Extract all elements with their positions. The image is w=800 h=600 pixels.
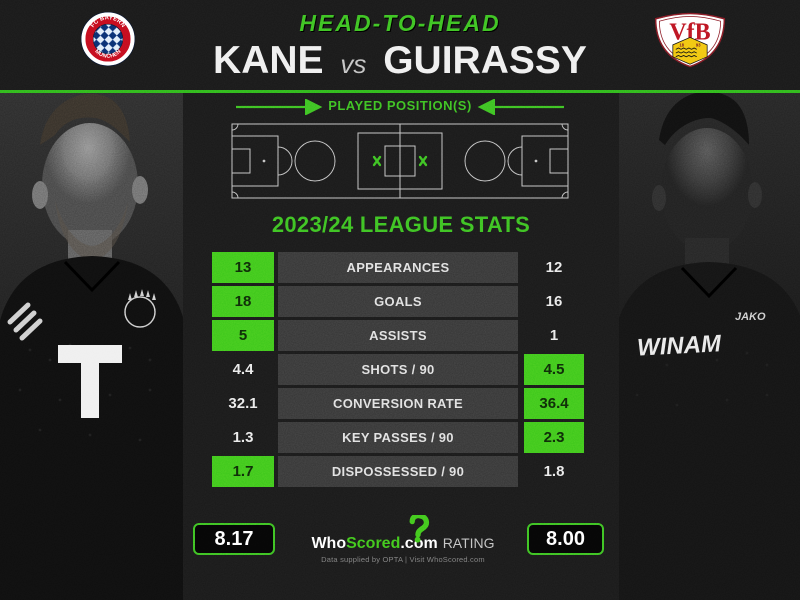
svg-text:93: 93 (696, 42, 701, 47)
svg-text:WINAM: WINAM (636, 330, 722, 361)
svg-text:JAKO: JAKO (735, 311, 766, 323)
svg-text:18: 18 (680, 42, 685, 47)
